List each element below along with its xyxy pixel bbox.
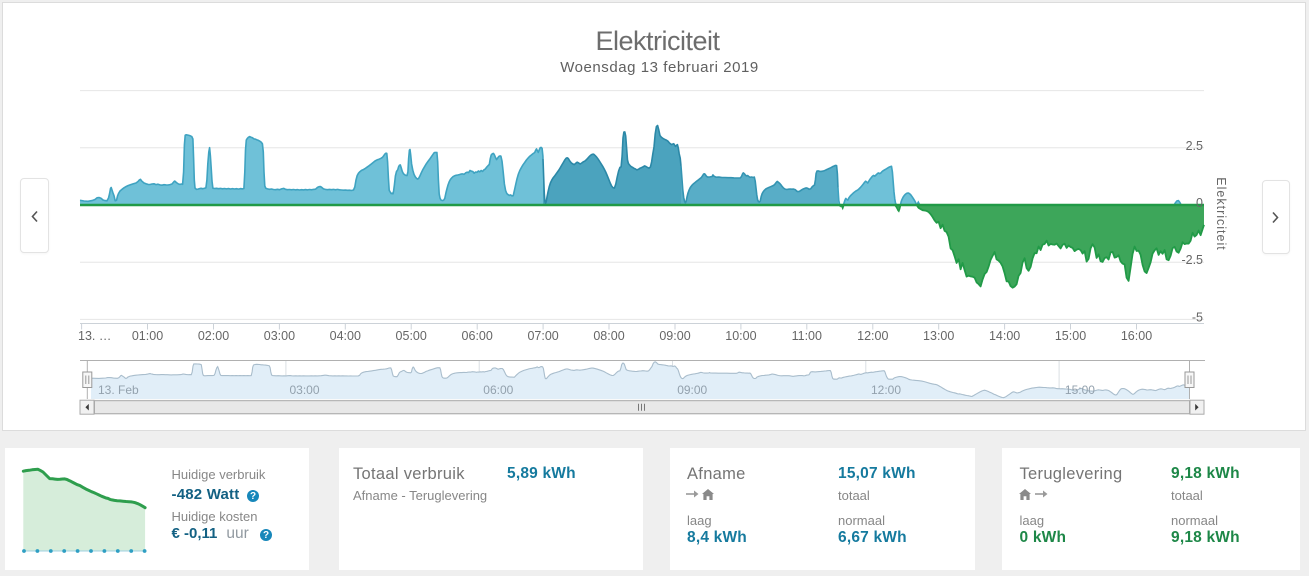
svg-text:06:00: 06:00	[483, 383, 513, 397]
svg-text:02:00: 02:00	[198, 329, 229, 343]
svg-text:?: ?	[263, 530, 269, 541]
svg-text:04:00: 04:00	[330, 329, 361, 343]
svg-text:13:00: 13:00	[923, 329, 954, 343]
svg-text:13. …: 13. …	[78, 329, 111, 343]
svg-text:12:00: 12:00	[857, 329, 888, 343]
svg-text:06:00: 06:00	[462, 329, 493, 343]
svg-text:03:00: 03:00	[264, 329, 295, 343]
svg-text:09:00: 09:00	[659, 329, 690, 343]
svg-text:03:00: 03:00	[290, 383, 320, 397]
svg-text:-2.5: -2.5	[1181, 253, 1203, 267]
svg-text:0: 0	[1196, 196, 1203, 210]
svg-text:14:00: 14:00	[989, 329, 1020, 343]
svg-text:-5: -5	[1192, 310, 1203, 324]
svg-text:?: ?	[250, 491, 256, 502]
svg-text:16:00: 16:00	[1121, 329, 1152, 343]
svg-text:07:00: 07:00	[527, 329, 558, 343]
svg-text:13. Feb: 13. Feb	[98, 383, 139, 397]
svg-text:10:00: 10:00	[725, 329, 756, 343]
svg-text:09:00: 09:00	[677, 383, 707, 397]
svg-text:2.5: 2.5	[1186, 139, 1203, 153]
svg-text:05:00: 05:00	[396, 329, 427, 343]
svg-text:11:00: 11:00	[792, 329, 822, 343]
svg-text:12:00: 12:00	[871, 383, 901, 397]
svg-text:Elektriciteit: Elektriciteit	[1214, 177, 1228, 250]
svg-text:01:00: 01:00	[132, 329, 163, 343]
svg-text:08:00: 08:00	[593, 329, 624, 343]
svg-text:15:00: 15:00	[1055, 329, 1086, 343]
svg-text:15:00: 15:00	[1065, 383, 1095, 397]
